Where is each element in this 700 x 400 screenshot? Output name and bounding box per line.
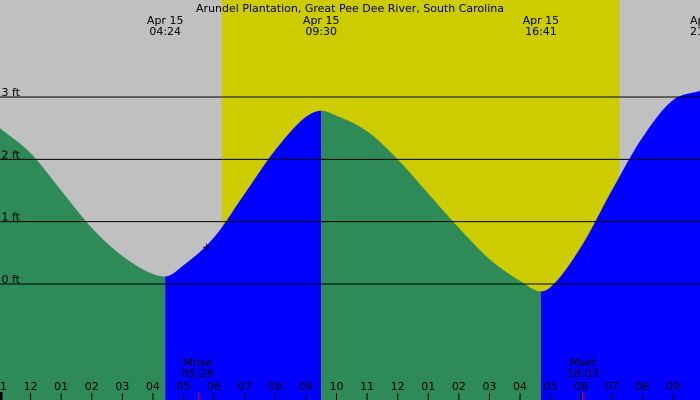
moon-event-label: Mset — [570, 356, 597, 369]
x-tick-label: 12 — [24, 380, 38, 393]
falling-tide-area — [321, 110, 541, 400]
chart-title: Arundel Plantation, Great Pee Dee River,… — [196, 2, 504, 15]
x-tick-label: 08 — [635, 380, 649, 393]
x-tick-label: 06 — [207, 380, 221, 393]
tide-area-layer — [0, 90, 700, 400]
x-tick-label: 01 — [54, 380, 68, 393]
x-tick-label: 09 — [666, 380, 680, 393]
extreme-time-label: 04:24 — [149, 25, 181, 38]
extreme-time-label: 21 — [690, 25, 700, 38]
moon-event-time: 05:28 — [182, 367, 214, 380]
y-tick-label: 1 ft — [2, 211, 21, 224]
falling-tide-area — [0, 128, 166, 400]
x-tick-layer: 11 12 01 02 03 04 05 06 07 08 09 10 11 12 01 02 03 04 05 06… — [0, 380, 680, 400]
y-tick-label: 2 ft — [2, 148, 21, 161]
gridline-layer — [0, 96, 700, 285]
extreme-time-label: 09:30 — [305, 25, 337, 38]
x-tick-label: 10 — [329, 380, 343, 393]
moon-event-label: Mrise — [183, 356, 213, 369]
x-tick-label: 07 — [238, 380, 252, 393]
extreme-date-label: Apr 15 — [303, 14, 340, 27]
current-time-marker: + — [202, 241, 211, 254]
extreme-date-label: Apr 15 — [690, 14, 700, 27]
x-tick-label: 04 — [146, 380, 160, 393]
rising-tide-area — [165, 110, 322, 400]
extreme-time-label: 16:41 — [525, 25, 557, 38]
x-tick-label: 04 — [513, 380, 527, 393]
x-tick-label: 05 — [544, 380, 558, 393]
y-tick-label: 3 ft — [2, 86, 21, 99]
x-tick-label: 11 — [0, 380, 7, 393]
extreme-date-label: Apr 15 — [523, 14, 560, 27]
x-tick-label: 08 — [268, 380, 282, 393]
x-tick-label: 11 — [360, 380, 374, 393]
x-tick-label: 03 — [482, 380, 496, 393]
y-tick-label: 0 ft — [2, 273, 21, 286]
rising-tide-area — [540, 90, 700, 400]
x-tick-label: 09 — [299, 380, 313, 393]
x-tick-label: 12 — [391, 380, 405, 393]
x-tick-label: 03 — [115, 380, 129, 393]
x-tick-label: 06 — [574, 380, 588, 393]
x-tick-label: 02 — [452, 380, 466, 393]
x-tick-label: 05 — [177, 380, 191, 393]
moon-event-time: 18:03 — [567, 367, 599, 380]
extreme-date-label: Apr 15 — [147, 14, 184, 27]
x-tick-label: 01 — [421, 380, 435, 393]
y-tick-label-layer: 3 ft 2 ft 1 ft 0 ft — [2, 86, 21, 286]
x-tick-label: 02 — [85, 380, 99, 393]
x-tick-label: 07 — [605, 380, 619, 393]
marker-layer: + — [202, 241, 211, 254]
